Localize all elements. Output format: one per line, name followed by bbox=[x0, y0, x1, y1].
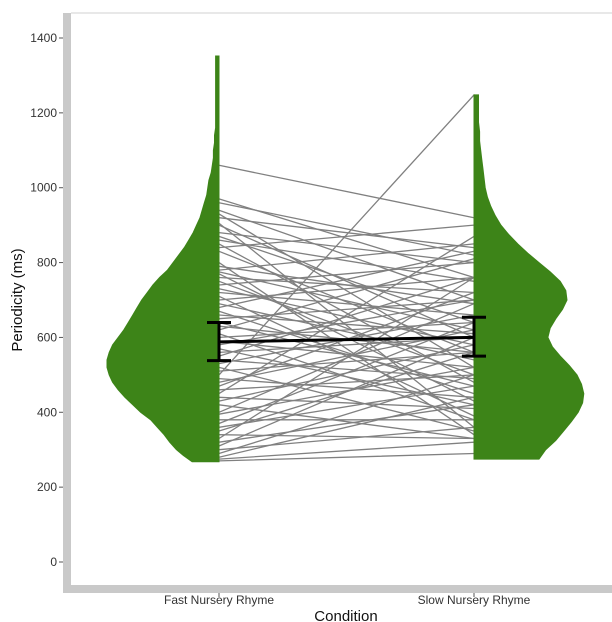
y-tick-label: 1400 bbox=[30, 31, 57, 45]
paired-line bbox=[218, 276, 475, 301]
paired-line bbox=[218, 310, 475, 395]
paired-line bbox=[218, 164, 475, 219]
x-axis-line bbox=[63, 585, 612, 593]
axes-frame bbox=[63, 12, 612, 593]
paired-line bbox=[218, 224, 475, 249]
violin-fast bbox=[106, 55, 220, 463]
paired-lines bbox=[218, 94, 475, 462]
paired-line bbox=[218, 276, 475, 440]
paired-line bbox=[218, 239, 475, 282]
paired-line bbox=[218, 374, 475, 455]
paired-line bbox=[218, 250, 475, 309]
paired-line bbox=[218, 235, 475, 395]
paired-line bbox=[218, 336, 475, 447]
x-axis-title: Condition bbox=[314, 608, 377, 622]
paired-line bbox=[218, 426, 475, 451]
paired-line bbox=[218, 217, 475, 249]
y-axis-title: Periodicity (ms) bbox=[9, 248, 26, 351]
paired-line bbox=[218, 209, 475, 301]
y-tick-label: 600 bbox=[37, 330, 57, 344]
paired-line bbox=[218, 202, 475, 256]
y-tick-label: 1200 bbox=[30, 106, 57, 120]
y-ticks: 0 200 400 600 800 1000 1200 1400 bbox=[30, 31, 63, 569]
paired-line bbox=[218, 321, 475, 339]
y-tick-label: 0 bbox=[50, 555, 57, 569]
paired-line bbox=[218, 385, 475, 428]
paired-line bbox=[218, 396, 475, 458]
paired-line bbox=[218, 231, 475, 264]
paired-line bbox=[218, 374, 475, 391]
paired-line bbox=[218, 258, 475, 331]
error-bar-fast bbox=[207, 321, 231, 363]
y-tick-label: 400 bbox=[37, 405, 57, 419]
paired-line bbox=[218, 404, 475, 440]
y-tick-label: 200 bbox=[37, 480, 57, 494]
paired-line bbox=[218, 261, 475, 286]
paired-line bbox=[218, 340, 475, 369]
paired-line bbox=[218, 213, 475, 369]
error-bar-slow bbox=[462, 315, 486, 358]
paired-line bbox=[218, 404, 475, 443]
y-axis-line bbox=[63, 13, 71, 588]
paired-line bbox=[218, 377, 475, 398]
mean-line bbox=[218, 335, 475, 344]
paired-line bbox=[218, 299, 475, 320]
x-tick-label: Slow Nursery Rhyme bbox=[418, 593, 531, 607]
x-ticks: Fast Nursery Rhyme Slow Nursery Rhyme bbox=[164, 593, 531, 607]
y-tick-label: 800 bbox=[37, 256, 57, 270]
paired-line bbox=[218, 452, 475, 462]
x-tick-label: Fast Nursery Rhyme bbox=[164, 593, 274, 607]
paired-line bbox=[218, 276, 475, 357]
violins bbox=[106, 55, 585, 463]
summary-layer bbox=[207, 315, 486, 363]
violin-slow bbox=[473, 94, 585, 460]
paired-line bbox=[218, 94, 475, 376]
paired-line bbox=[218, 303, 475, 361]
y-tick-label: 1000 bbox=[30, 181, 57, 195]
paired-line bbox=[218, 243, 475, 271]
paired-line bbox=[218, 348, 475, 406]
paired-line bbox=[218, 441, 475, 460]
